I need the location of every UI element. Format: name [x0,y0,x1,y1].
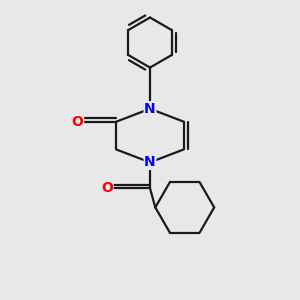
Text: N: N [144,155,156,170]
Text: O: O [101,181,113,195]
Text: N: N [144,102,156,116]
Text: O: O [72,115,83,129]
